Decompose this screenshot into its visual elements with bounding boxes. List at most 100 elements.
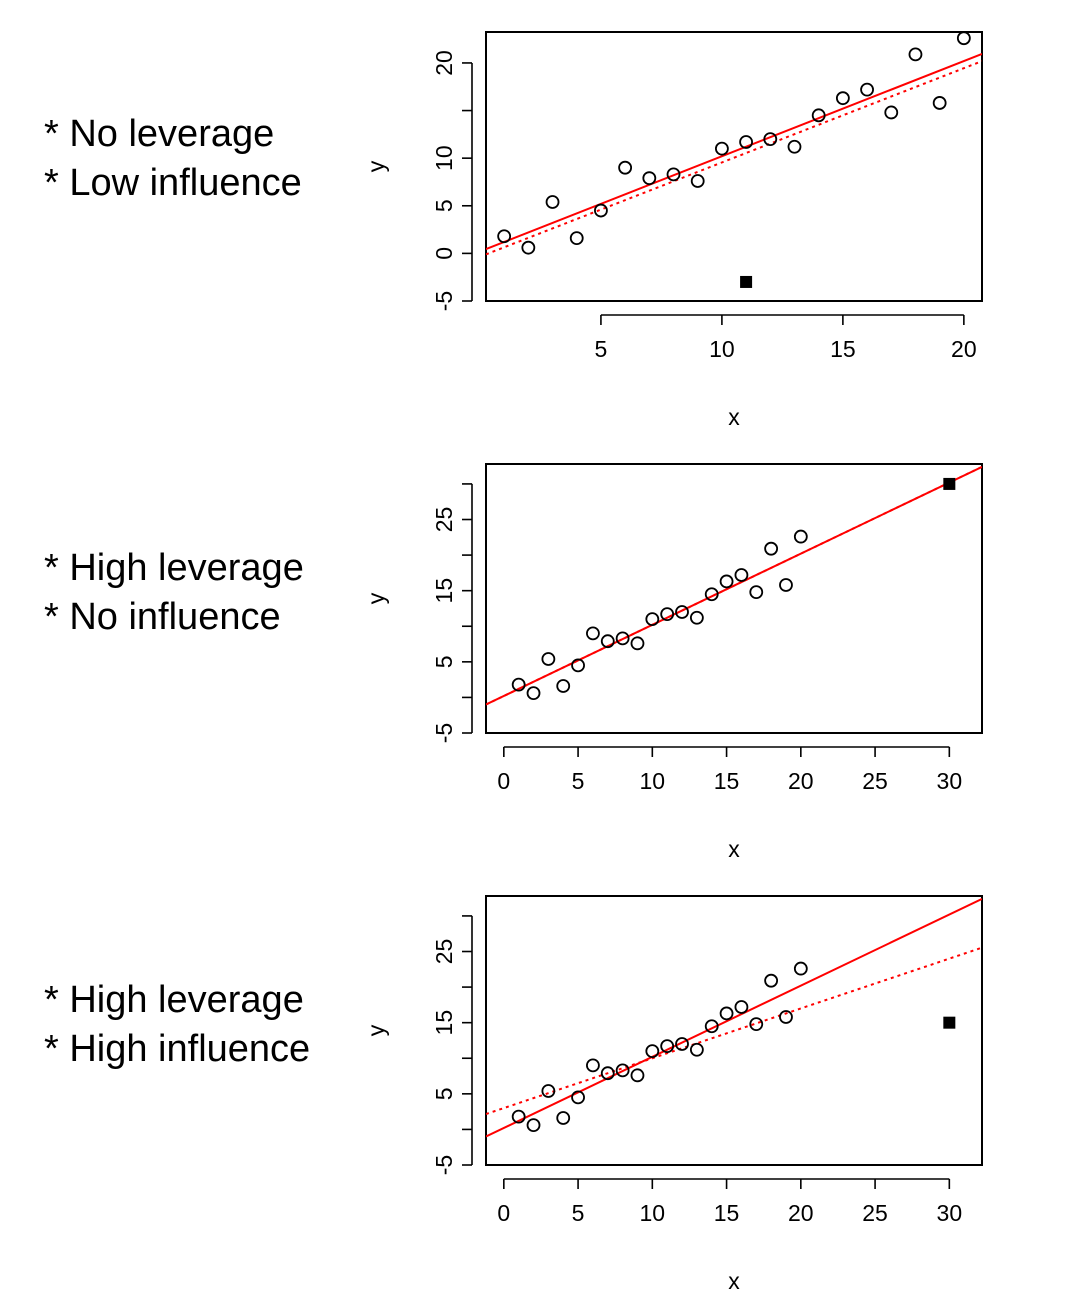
- annotation-leverage: * High leverage: [44, 547, 304, 589]
- data-point: [704, 587, 719, 602]
- data-point: [675, 605, 689, 619]
- x-tick-label: 30: [937, 1200, 963, 1226]
- data-point: [660, 607, 675, 622]
- annotation-influence: * High influence: [44, 1028, 311, 1070]
- data-point: [541, 652, 556, 666]
- data-point: [615, 631, 630, 646]
- data-point: [763, 132, 778, 147]
- fit-line-solid: [486, 52, 982, 251]
- x-tick-label: 5: [572, 1200, 585, 1226]
- x-tick-label: 10: [640, 768, 666, 794]
- y-tick-label: 15: [431, 1010, 457, 1036]
- data-point: [586, 1058, 600, 1073]
- x-tick-label: 10: [640, 1200, 666, 1226]
- y-tick-label: 5: [431, 199, 457, 212]
- panel-no-leverage: * No leverage * Low influence 5 10 15 20 -5 0…: [0, 0, 1080, 432]
- data-point: [521, 240, 536, 255]
- data-point: [689, 610, 704, 625]
- x-tick-label: 10: [709, 336, 735, 362]
- x-tick-label: 25: [862, 1200, 888, 1226]
- y-tick-label: 15: [431, 578, 457, 604]
- data-point: [835, 91, 850, 106]
- x-axis-title: x: [728, 404, 740, 430]
- x-tick-label: 20: [951, 336, 977, 362]
- data-point: [618, 160, 633, 175]
- data-point: [642, 171, 657, 186]
- data-point: [715, 141, 729, 156]
- y-tick-label: 5: [431, 655, 457, 668]
- data-point: [556, 1111, 571, 1125]
- annotation-list: * High leverage * High influence: [44, 976, 310, 1074]
- fit-lines: [486, 465, 982, 706]
- data-point: [908, 47, 923, 62]
- data-point: [630, 636, 645, 651]
- data-point: [734, 1000, 749, 1014]
- fit-line-dotted: [486, 946, 982, 1115]
- annotation-list: * High leverage * No influence: [44, 544, 304, 642]
- x-tick-label: 15: [714, 1200, 740, 1226]
- x-axis-title: x: [728, 836, 740, 862]
- data-point: [660, 1039, 675, 1054]
- data-point: [779, 578, 793, 592]
- x-tick-label: 15: [714, 768, 740, 794]
- data-point: [526, 1118, 541, 1133]
- y-axis-title: y: [363, 592, 389, 604]
- data-point: [749, 1017, 764, 1031]
- scatter-chart: 0 5 10 15 20 25 30 -5 5 15 25 x y: [363, 895, 983, 1294]
- y-tick-label: -5: [431, 1155, 457, 1175]
- data-point: [545, 195, 560, 209]
- y-tick-label: 0: [431, 247, 457, 260]
- data-point: [932, 96, 947, 110]
- data-point: [571, 658, 585, 673]
- x-axis-title: x: [728, 1268, 740, 1294]
- data-point: [586, 626, 600, 641]
- y-tick-label: 10: [431, 145, 457, 171]
- data-point: [541, 1084, 556, 1098]
- x-tick-label: 20: [788, 768, 814, 794]
- data-point: [569, 231, 584, 246]
- data-point: [719, 1006, 734, 1021]
- y-tick-label: 5: [431, 1087, 457, 1100]
- data-point: [615, 1063, 630, 1078]
- y-tick-label: -5: [431, 291, 457, 311]
- panel-high-leverage-no-influence: * High leverage * No influence 0 5 10 15 20 2…: [0, 432, 1080, 864]
- x-tick-label: 25: [862, 768, 888, 794]
- plot-frame: [485, 895, 983, 1166]
- panel-high-leverage-high-influence: * High leverage * High influence 0 5 10 15 2…: [0, 864, 1080, 1296]
- data-point: [511, 677, 526, 692]
- data-point: [556, 679, 571, 693]
- data-point: [630, 1068, 645, 1083]
- fit-line-solid: [486, 897, 982, 1138]
- x-tick-label: 30: [937, 768, 963, 794]
- fit-line-dotted: [486, 60, 982, 256]
- plot-frame: [485, 463, 983, 734]
- fit-line-dotted: [486, 465, 982, 706]
- data-point: [594, 203, 608, 218]
- x-tick-label: 0: [497, 1200, 510, 1226]
- outlier-point: [740, 275, 753, 288]
- data-point: [511, 1109, 526, 1124]
- y-tick-label: 20: [431, 50, 457, 76]
- scatter-chart: 5 10 15 20 -5 0 5 10 20 x y: [363, 31, 983, 430]
- annotation-influence: * Low influence: [44, 162, 302, 204]
- data-point: [779, 1010, 793, 1024]
- data-point: [571, 1090, 585, 1105]
- annotation-leverage: * No leverage: [44, 113, 275, 155]
- annotation-influence: * No influence: [44, 596, 281, 638]
- annotation-leverage: * High leverage: [44, 979, 304, 1021]
- y-tick-label: 25: [431, 507, 457, 533]
- data-point: [734, 568, 749, 582]
- y-axis-title: y: [363, 1024, 389, 1036]
- data-point: [600, 1066, 615, 1081]
- y-axis-title: y: [363, 160, 389, 172]
- data-point: [793, 961, 808, 976]
- x-tick-label: 15: [830, 336, 856, 362]
- data-point: [956, 31, 971, 46]
- annotation-list: * No leverage * Low influence: [44, 110, 302, 208]
- x-tick-label: 5: [572, 768, 585, 794]
- data-point: [526, 686, 541, 701]
- data-point: [764, 541, 779, 556]
- fit-lines: [486, 897, 982, 1138]
- data-point: [764, 973, 779, 988]
- outlier-point: [943, 477, 956, 490]
